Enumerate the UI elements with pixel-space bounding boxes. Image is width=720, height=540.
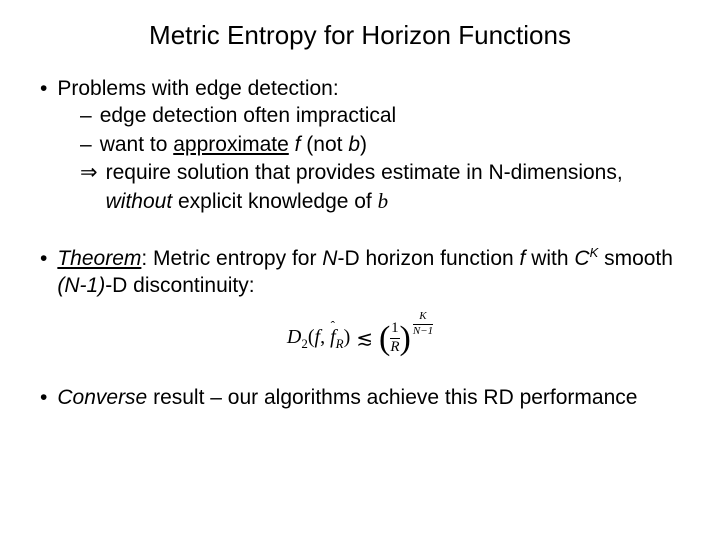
text-frag: result – our algorithms achieve this RD … — [147, 386, 637, 409]
formula-inner: D2(f, ˆfR) ≲ ( 1 R ) K N−1 — [287, 321, 433, 356]
sym-close: ) — [344, 326, 351, 348]
text-C: C — [574, 247, 589, 270]
sym-lesssim: ≲ — [356, 326, 373, 351]
sym-comma: , — [320, 326, 330, 348]
lparen-icon: ( — [379, 325, 390, 352]
theorem-label: Theorem — [57, 247, 141, 270]
text-frag: explicit knowledge of — [172, 190, 377, 213]
sym-Nm1: N−1 — [413, 325, 433, 337]
section-theorem: • Theorem: Metric entropy for N-D horizo… — [40, 245, 680, 356]
bullet-dot-icon: • — [40, 75, 47, 102]
frac-num: 1 — [391, 321, 399, 337]
section-converse: • Converse result – our algorithms achie… — [40, 384, 680, 411]
bullet-converse: • Converse result – our algorithms achie… — [40, 384, 680, 411]
converse-text: Converse result – our algorithms achieve… — [57, 384, 680, 411]
exp-frac: K N−1 — [413, 311, 433, 337]
text-frag: with — [525, 247, 574, 270]
sym-open: ( — [308, 326, 315, 348]
text-frag: smooth — [598, 247, 673, 270]
text-K-sup: K — [590, 245, 599, 260]
dash-icon: – — [80, 102, 92, 130]
sub-item-2: – want to approximate f (not b) — [40, 131, 680, 159]
bullet-dot-icon: • — [40, 384, 47, 411]
text-converse: Converse — [57, 386, 147, 409]
rparen-icon: ) — [400, 325, 411, 352]
text-without: without — [106, 190, 173, 213]
bullet-text: Problems with edge detection: — [57, 75, 680, 102]
text-N: N — [322, 247, 337, 270]
sub-item-3: ⇒ require solution that provides estimat… — [40, 159, 680, 217]
text-frag: ) — [360, 133, 367, 156]
text-b-serif: b — [378, 189, 389, 213]
section-problems: • Problems with edge detection: – edge d… — [40, 75, 680, 217]
text-frag: require solution that provides estimate … — [106, 161, 623, 184]
text-Nm1: (N-1) — [57, 274, 105, 297]
sym-K: K — [419, 310, 426, 322]
text-f: f — [289, 133, 301, 156]
frac-1R: 1 R — [390, 321, 399, 356]
exp-num: K — [419, 311, 426, 323]
bullet-problems: • Problems with edge detection: — [40, 75, 680, 102]
theorem-text: Theorem: Metric entropy for N-D horizon … — [57, 245, 680, 300]
text-frag: -D discontinuity: — [105, 274, 254, 297]
sub-text-1: edge detection often impractical — [100, 102, 680, 130]
text-frag: want to — [100, 133, 174, 156]
formula-rhs: ( 1 R ) K N−1 — [379, 321, 433, 356]
arrow-icon: ⇒ — [80, 159, 98, 187]
text-frag: -D horizon function — [337, 247, 519, 270]
text-approximate: approximate — [173, 133, 289, 156]
bullet-theorem: • Theorem: Metric entropy for N-D horizo… — [40, 245, 680, 300]
formula-lhs: D2(f, ˆfR) — [287, 326, 350, 352]
text-b: b — [348, 133, 360, 156]
sub-text-2: want to approximate f (not b) — [100, 131, 680, 159]
sub-text-3: require solution that provides estimate … — [106, 159, 680, 217]
slide-title: Metric Entropy for Horizon Functions — [40, 20, 680, 51]
frac-den: R — [390, 340, 399, 356]
sub-item-1: – edge detection often impractical — [40, 102, 680, 130]
text-frag: : Metric entropy for — [141, 247, 322, 270]
bullet-dot-icon: • — [40, 245, 47, 272]
text-frag: (not — [300, 133, 348, 156]
sym-D: D — [287, 326, 301, 348]
fhat: ˆf — [330, 326, 336, 349]
exp-den: N−1 — [413, 326, 433, 338]
dash-icon: – — [80, 131, 92, 159]
formula: D2(f, ˆfR) ≲ ( 1 R ) K N−1 — [40, 321, 680, 356]
hat-icon: ˆ — [331, 318, 335, 334]
sym-Rsub: R — [336, 336, 344, 351]
